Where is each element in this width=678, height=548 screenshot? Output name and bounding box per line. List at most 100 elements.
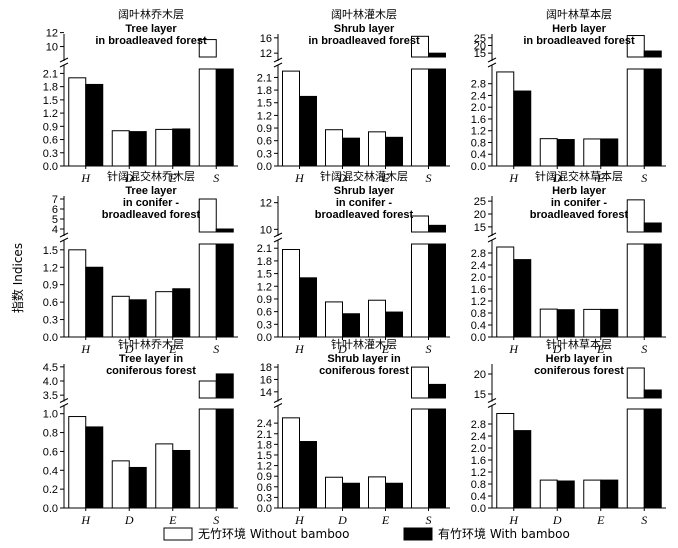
bar-without-bamboo — [111, 460, 130, 509]
bar-without-bamboo-lower — [411, 408, 429, 509]
bar-with-bamboo — [342, 313, 360, 338]
y-tick-label: 0.0 — [257, 332, 272, 344]
bar-with-bamboo — [600, 479, 619, 509]
bar-without-bamboo — [626, 199, 645, 233]
panel-title-en: broadleaved forest — [315, 209, 414, 221]
y-tick-label: 0.0 — [257, 161, 272, 173]
bar-without-bamboo-lower — [411, 68, 429, 167]
axis-break-mark — [487, 232, 497, 243]
bar-without-bamboo — [411, 35, 429, 58]
y-tick-label: 0.9 — [257, 294, 272, 306]
axis-break-mark — [273, 232, 283, 243]
panel-title-en: Tree layer — [125, 23, 177, 35]
y-tick-label: 0.0 — [43, 161, 58, 173]
bar-without-bamboo — [583, 138, 602, 167]
bar-with-bamboo — [428, 224, 446, 233]
y-tick-label: 25 — [474, 33, 486, 45]
x-tick-label: S — [426, 342, 432, 356]
bar-without-bamboo — [496, 246, 515, 338]
bar-without-bamboo — [325, 476, 343, 509]
y-tick-label: 0.4 — [471, 491, 486, 503]
bar-without-bamboo-lower — [411, 243, 429, 338]
panel-title-en: coniferous forest — [319, 365, 409, 377]
bar-with-bamboo — [128, 131, 147, 167]
bar-without-bamboo — [583, 308, 602, 338]
y-tick-label: 20 — [474, 209, 486, 221]
panel-title-cn: 针阔混交林灌木层 — [320, 169, 408, 183]
panel-title-en: Herb layer — [552, 185, 607, 197]
panel-title-en: Shrub layer — [334, 185, 395, 197]
panel-title-en: Shrub layer in — [327, 353, 401, 365]
y-tick-label: 0.0 — [471, 332, 486, 344]
bar-without-bamboo — [282, 248, 300, 338]
y-tick-label: 0.8 — [471, 308, 486, 320]
bar-without-bamboo — [111, 130, 130, 167]
y-tick-label: 4.0 — [43, 376, 58, 388]
x-tick-label: D — [552, 171, 562, 185]
panel-title-cn: 阔叶林草本层 — [546, 7, 612, 21]
y-tick-label: 2.0 — [471, 102, 486, 114]
legend: 无竹环境 Without bamboo 有竹环境 With bamboo — [163, 526, 570, 541]
x-tick-label: H — [294, 342, 305, 356]
bar-without-bamboo — [368, 299, 386, 338]
bar-without-bamboo — [68, 249, 87, 338]
bar-without-bamboo — [68, 77, 87, 167]
chart-panel-2: 0.00.30.60.91.21.51.82.1 12 16 H D E S 阔叶林灌木层 Sh… — [257, 7, 450, 185]
y-tick-label: 1.6 — [471, 114, 486, 126]
x-tick-label: E — [168, 342, 177, 356]
y-tick-label: 2.4 — [471, 431, 486, 443]
bar-without-bamboo-lower — [626, 243, 645, 338]
x-tick-label: E — [381, 513, 390, 527]
y-tick-label: 15 — [474, 222, 486, 234]
bar-with-bamboo — [428, 383, 446, 399]
y-tick-label: 0.6 — [43, 297, 58, 309]
x-tick-label: H — [80, 342, 91, 356]
x-tick-label: D — [337, 171, 347, 185]
bar-with-bamboo — [428, 52, 446, 58]
x-tick-label: H — [80, 513, 91, 527]
bar-without-bamboo-lower — [198, 408, 217, 509]
panel-title-en: in broadleaved forest — [308, 35, 420, 47]
y-tick-label: 1.2 — [257, 461, 272, 473]
panel-title-en: broadleaved forest — [102, 209, 201, 221]
y-tick-label: 6 — [52, 204, 58, 216]
y-tick-label: 3.5 — [43, 390, 58, 402]
y-tick-label: 2.0 — [471, 272, 486, 284]
y-tick-label: 0.3 — [43, 148, 58, 160]
bar-with-bamboo-lower — [215, 68, 234, 167]
y-axis-label: 指数 Indices — [10, 243, 25, 313]
y-tick-label: 0.8 — [471, 479, 486, 491]
y-tick-label: 1.6 — [471, 284, 486, 296]
bar-with-bamboo — [85, 426, 104, 509]
bar-with-bamboo — [385, 482, 403, 509]
y-tick-label: 0.0 — [43, 332, 58, 344]
y-tick-label: 15 — [474, 389, 486, 401]
y-tick-label: 2.8 — [471, 419, 486, 431]
y-tick-label: 0.4 — [43, 465, 58, 477]
y-tick-label: 0.2 — [43, 484, 58, 496]
y-tick-label: 0.4 — [471, 149, 486, 161]
panel-title-cn: 阔叶林灌木层 — [331, 7, 397, 21]
bar-with-bamboo — [556, 480, 575, 509]
bar-with-bamboo — [85, 83, 104, 167]
bar-with-bamboo — [342, 482, 360, 509]
y-tick-label: 0.3 — [257, 492, 272, 504]
panel-title-en: broadleaved forest — [530, 209, 629, 221]
y-tick-label: 1.2 — [257, 281, 272, 293]
bar-with-bamboo-lower — [643, 68, 662, 167]
x-tick-label: H — [80, 171, 91, 185]
y-tick-label: 1.5 — [257, 450, 272, 462]
x-tick-label: E — [596, 171, 605, 185]
bar-without-bamboo — [155, 443, 174, 509]
x-tick-label: S — [213, 171, 219, 185]
panel-title-en: Tree layer — [125, 185, 177, 197]
panel-title-en: Shrub layer — [334, 23, 395, 35]
x-tick-label: H — [508, 342, 519, 356]
panel-title-en: Herb layer in — [546, 353, 613, 365]
y-tick-label: 0.6 — [257, 136, 272, 148]
y-tick-label: 20 — [474, 369, 486, 381]
bar-without-bamboo — [496, 71, 515, 167]
bar-without-bamboo — [411, 366, 429, 399]
